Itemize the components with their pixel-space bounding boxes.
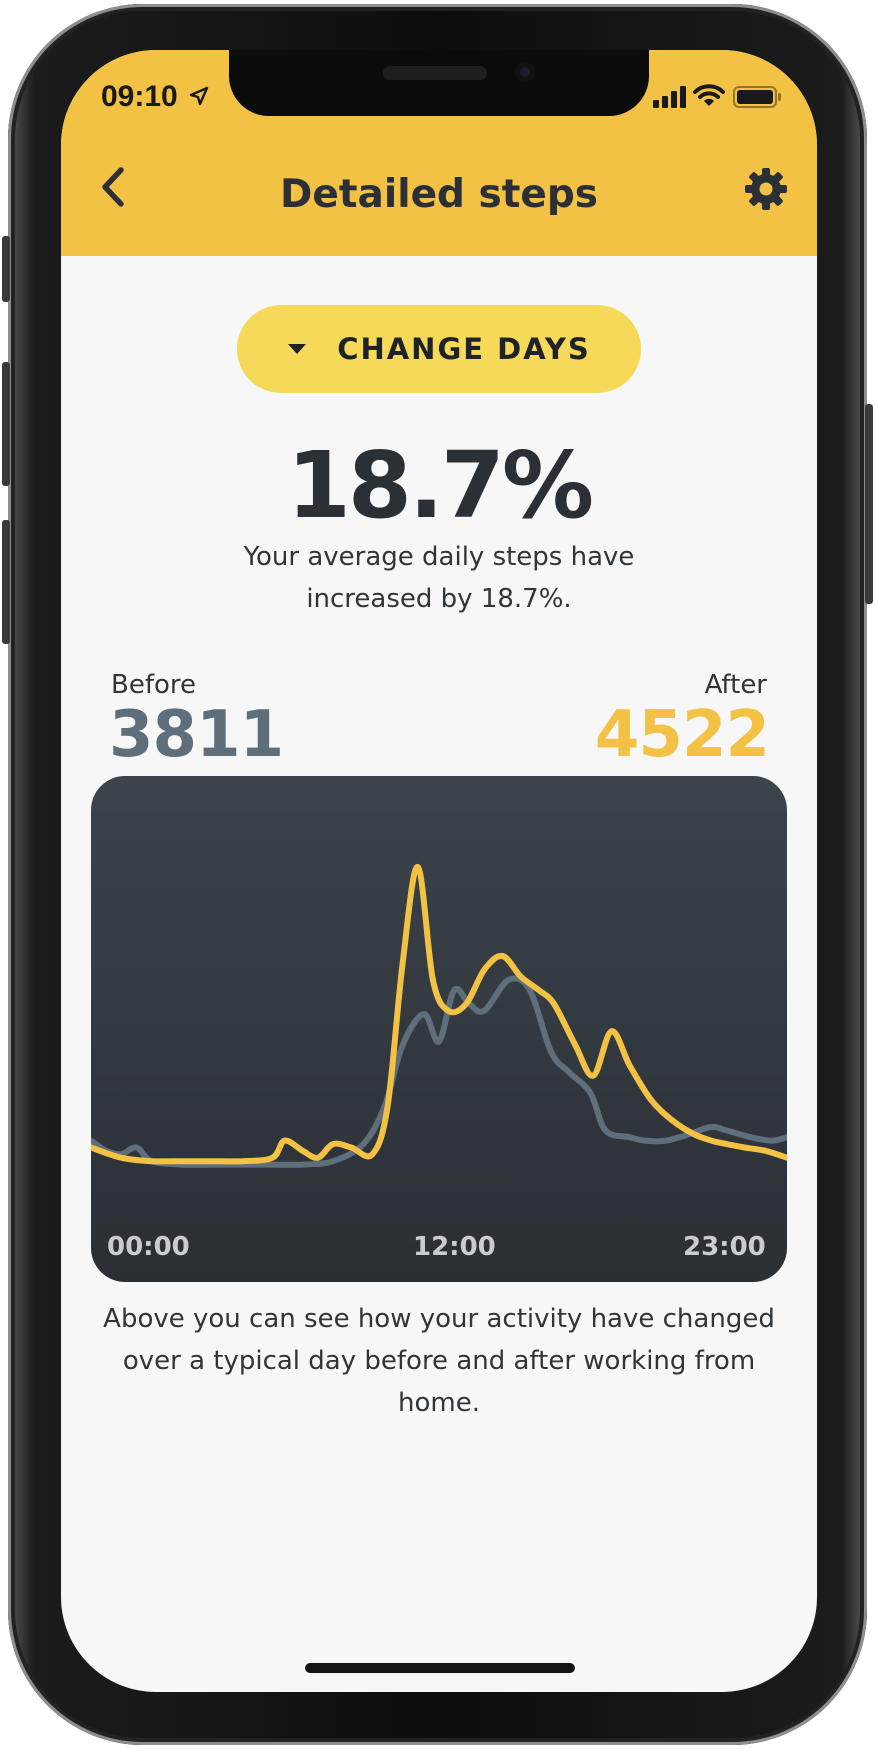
app-screen: 09:10 Detailed steps bbox=[61, 50, 817, 1692]
after-value: 4522 bbox=[594, 698, 770, 772]
after-series-line bbox=[91, 863, 787, 1165]
caret-down-icon bbox=[288, 344, 307, 354]
volume-down-button bbox=[2, 520, 10, 644]
cellular-signal-icon bbox=[653, 86, 686, 108]
chart-caption: Above you can see how your activity have… bbox=[103, 1304, 775, 1418]
before-series-line bbox=[91, 975, 787, 1168]
page-title: Detailed steps bbox=[280, 172, 598, 217]
volume-up-button bbox=[2, 362, 10, 486]
x-tick-label: 00:00 bbox=[107, 1232, 190, 1262]
notch bbox=[229, 50, 649, 116]
change-days-button[interactable]: CHANGE DAYS bbox=[237, 305, 641, 393]
gear-icon[interactable] bbox=[743, 166, 789, 212]
before-value: 3811 bbox=[109, 698, 284, 772]
summary-text: Your average daily steps have increased … bbox=[243, 542, 635, 614]
battery-icon bbox=[733, 86, 781, 108]
percent-change-value: 18.7% bbox=[286, 432, 594, 539]
back-chevron-icon[interactable] bbox=[91, 162, 141, 212]
after-label: After bbox=[704, 670, 767, 700]
power-button bbox=[865, 404, 873, 604]
steps-chart-card bbox=[91, 776, 787, 1282]
x-tick-label: 23:00 bbox=[683, 1232, 766, 1262]
front-camera bbox=[515, 62, 535, 82]
status-time: 09:10 bbox=[101, 80, 178, 113]
home-indicator[interactable] bbox=[305, 1663, 575, 1673]
before-label: Before bbox=[111, 670, 197, 700]
change-days-label: CHANGE DAYS bbox=[337, 332, 591, 366]
steps-line-chart bbox=[91, 863, 787, 1168]
x-tick-label: 12:00 bbox=[413, 1232, 496, 1262]
speaker-grille bbox=[383, 66, 487, 80]
wifi-icon bbox=[693, 84, 725, 106]
location-arrow-icon bbox=[189, 86, 209, 106]
mute-switch bbox=[2, 236, 10, 302]
app-header: 09:10 Detailed steps bbox=[61, 50, 817, 256]
